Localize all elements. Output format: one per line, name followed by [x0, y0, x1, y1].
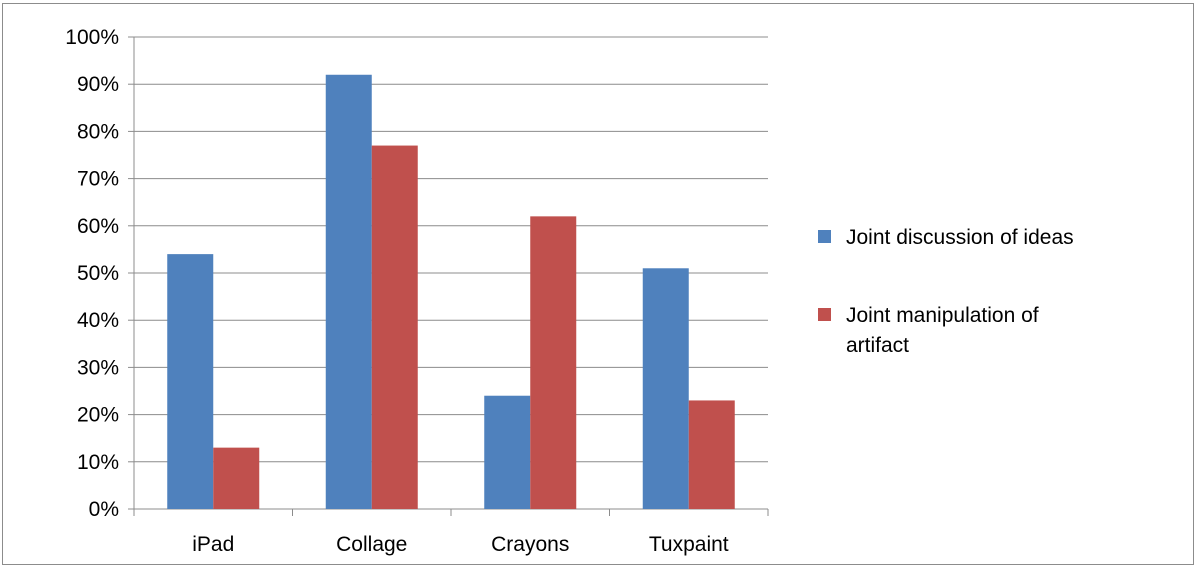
- y-tick-label: 0%: [89, 498, 119, 521]
- chart-frame: 0% 10% 20% 30% 40% 50% 60% 70% 80% 90% 100% iPad Co…: [2, 3, 1194, 565]
- y-tick-label: 90%: [77, 73, 119, 96]
- gridlines: [134, 36, 768, 463]
- legend-label: artifact: [846, 334, 909, 357]
- bar-discussion: [642, 268, 689, 509]
- x-tick-labels: iPad Collage Crayons Tuxpaint: [192, 533, 729, 556]
- bar-chart: 0% 10% 20% 30% 40% 50% 60% 70% 80% 90% 100% iPad Co…: [65, 26, 1074, 556]
- bar-discussion: [167, 254, 214, 509]
- bar-manipulation: [213, 447, 260, 509]
- legend: Joint discussion of ideas Joint manipulat…: [818, 226, 1074, 357]
- x-tick-label: iPad: [192, 533, 234, 556]
- y-tick-label: 40%: [77, 309, 119, 332]
- bar-manipulation: [688, 400, 735, 509]
- x-tick-label: Tuxpaint: [649, 533, 729, 556]
- y-tick-label: 50%: [77, 262, 119, 285]
- bars: [167, 74, 735, 510]
- y-tick-label: 70%: [77, 168, 119, 191]
- y-tick-label: 20%: [77, 404, 119, 427]
- bar-discussion: [325, 74, 372, 509]
- x-tick-label: Collage: [336, 533, 407, 556]
- bar-discussion: [484, 395, 531, 509]
- x-tick-label: Crayons: [491, 533, 569, 556]
- y-tick-label: 100%: [65, 26, 119, 49]
- legend-label: Joint manipulation of: [846, 304, 1039, 327]
- y-tick-label: 80%: [77, 120, 119, 143]
- bar-manipulation: [371, 145, 418, 509]
- legend-label: Joint discussion of ideas: [846, 226, 1074, 249]
- y-tick-label: 10%: [77, 451, 119, 474]
- y-tick-label: 30%: [77, 356, 119, 379]
- legend-swatch: [818, 230, 831, 243]
- legend-swatch: [818, 308, 831, 321]
- y-tick-label: 60%: [77, 215, 119, 238]
- bar-manipulation: [530, 216, 577, 510]
- y-tick-labels: 0% 10% 20% 30% 40% 50% 60% 70% 80% 90% 100%: [65, 26, 119, 521]
